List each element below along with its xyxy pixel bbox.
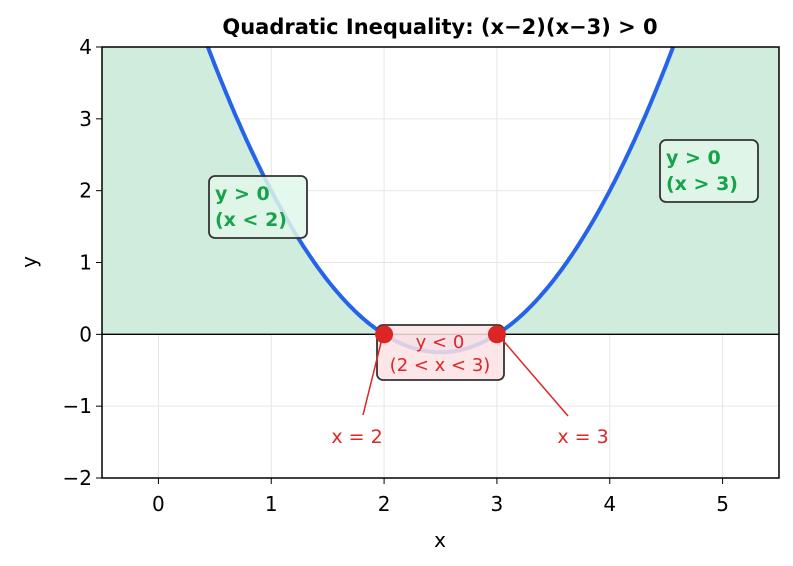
right-region-label-2: (x > 3): [666, 173, 738, 195]
root-left-label: x = 2: [331, 426, 382, 448]
y-tick-label: 4: [79, 35, 92, 59]
y-tick-label: 2: [79, 179, 92, 203]
middle-region-label-2: (2 < x < 3): [390, 355, 491, 376]
root-left-arrow: [362, 342, 382, 416]
x-tick-label: 5: [716, 492, 729, 516]
y-tick-label: 1: [79, 251, 92, 275]
right-region-label-1: y > 0: [666, 147, 721, 169]
y-tick-label: 3: [79, 107, 92, 131]
x-tick-label: 1: [265, 492, 278, 516]
x-tick-label: 2: [378, 492, 391, 516]
middle-region-label-1: y < 0: [416, 332, 465, 353]
y-tick-label: −1: [63, 394, 92, 418]
y-tick-label: 0: [79, 322, 92, 346]
x-axis-label: x: [434, 528, 446, 552]
left-region-box: [208, 175, 308, 239]
y-axis-label: y: [17, 256, 41, 268]
x-tick-label: 3: [491, 492, 504, 516]
y-tick-label: −2: [63, 466, 92, 490]
left-region-label-2: (x < 2): [215, 209, 287, 231]
plot-area: y > 0 (x < 2) y > 0 (x > 3) y < 0(2 < x < 3)…: [63, 35, 780, 516]
x-tick-label: 4: [603, 492, 616, 516]
chart-title: Quadratic Inequality: (x−2)(x−3) > 0: [222, 15, 657, 39]
middle-region-box: [376, 324, 505, 381]
x-tick-label: 0: [152, 492, 165, 516]
left-region-label-1: y > 0: [215, 183, 270, 205]
root-right-label: x = 3: [557, 426, 608, 448]
right-region-box: [659, 139, 759, 203]
root-right-arrow: [502, 339, 569, 417]
root-point: [487, 325, 506, 344]
root-point: [375, 325, 394, 344]
